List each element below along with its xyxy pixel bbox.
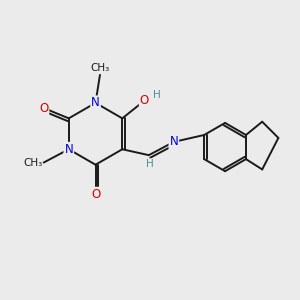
Text: H: H <box>146 159 154 169</box>
Text: N: N <box>91 96 100 110</box>
Text: O: O <box>91 188 100 201</box>
Text: O: O <box>39 101 48 115</box>
Text: CH₃: CH₃ <box>23 158 42 167</box>
Text: N: N <box>64 143 73 156</box>
Text: O: O <box>140 94 149 107</box>
Text: H: H <box>153 90 160 100</box>
Text: CH₃: CH₃ <box>90 63 110 73</box>
Text: N: N <box>169 135 178 148</box>
